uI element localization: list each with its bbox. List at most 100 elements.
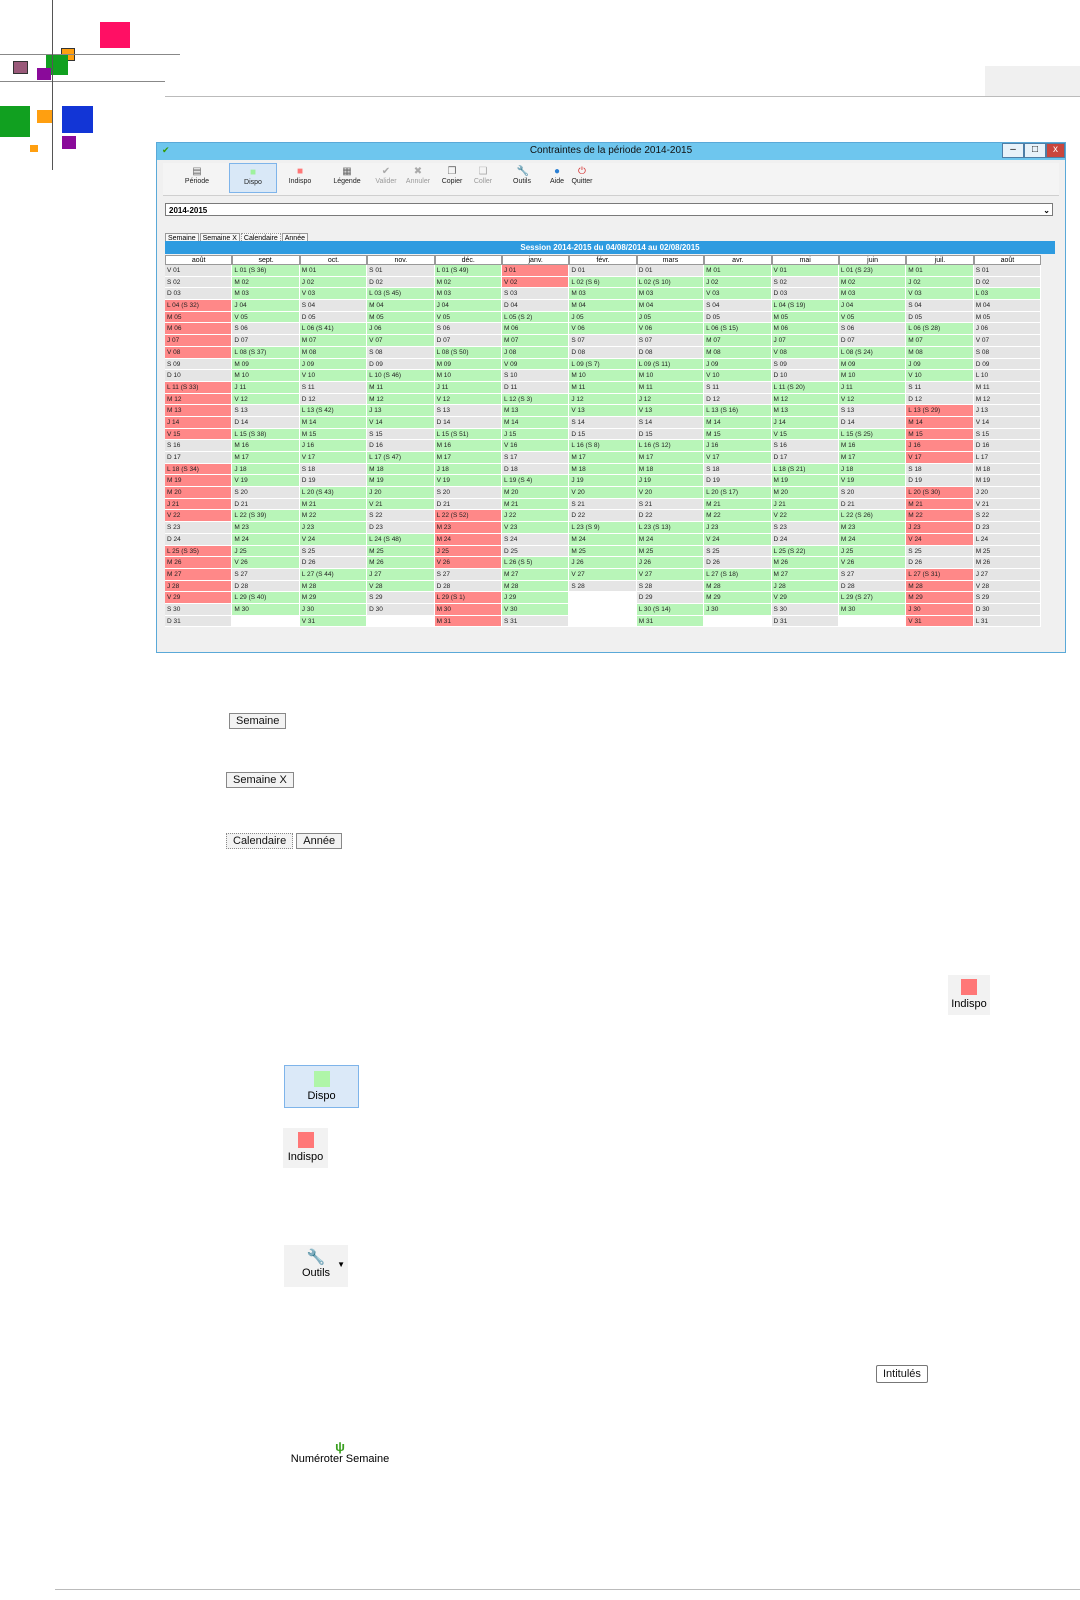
day-cell[interactable]: M 19 bbox=[367, 475, 435, 488]
day-cell[interactable]: V 20 bbox=[569, 487, 637, 499]
day-cell[interactable]: D 28 bbox=[838, 580, 907, 593]
day-cell[interactable]: S 10 bbox=[501, 370, 570, 382]
day-cell[interactable]: L 29 (S 27) bbox=[838, 592, 907, 604]
day-cell[interactable]: S 31 bbox=[501, 615, 570, 628]
day-cell[interactable]: S 09 bbox=[771, 358, 839, 371]
day-cell[interactable]: S 29 bbox=[973, 592, 1042, 604]
day-cell[interactable]: D 12 bbox=[906, 393, 974, 406]
day-cell[interactable]: S 30 bbox=[165, 603, 233, 616]
day-cell[interactable]: M 10 bbox=[569, 370, 637, 382]
day-cell[interactable]: V 27 bbox=[569, 568, 637, 581]
day-cell[interactable]: J 23 bbox=[704, 522, 772, 534]
day-cell[interactable]: D 09 bbox=[367, 358, 435, 371]
day-cell[interactable]: M 17 bbox=[838, 452, 907, 464]
day-cell[interactable]: M 21 bbox=[704, 498, 772, 511]
day-cell[interactable]: L 13 (S 29) bbox=[906, 405, 974, 417]
day-cell[interactable]: D 31 bbox=[165, 615, 233, 628]
day-cell[interactable]: S 17 bbox=[501, 452, 570, 464]
day-cell[interactable]: S 18 bbox=[704, 463, 772, 476]
minimize-button[interactable]: – bbox=[1002, 143, 1024, 158]
day-cell[interactable]: M 25 bbox=[569, 545, 637, 558]
day-cell[interactable]: J 25 bbox=[434, 545, 502, 558]
day-cell[interactable]: D 14 bbox=[232, 416, 300, 429]
day-cell[interactable]: M 09 bbox=[434, 358, 502, 371]
day-cell[interactable]: J 14 bbox=[165, 416, 233, 429]
day-cell[interactable]: J 16 bbox=[704, 440, 772, 452]
day-cell[interactable]: J 06 bbox=[367, 323, 435, 336]
day-cell[interactable]: S 28 bbox=[636, 580, 705, 593]
day-cell[interactable]: M 03 bbox=[569, 288, 637, 301]
day-cell[interactable]: M 06 bbox=[501, 323, 570, 336]
day-cell[interactable]: J 26 bbox=[636, 557, 705, 569]
day-cell[interactable]: J 28 bbox=[771, 580, 839, 593]
day-cell[interactable]: M 01 bbox=[906, 265, 974, 277]
day-cell[interactable]: M 14 bbox=[704, 416, 772, 429]
caret-down-icon[interactable]: ▼ bbox=[337, 1260, 345, 1269]
day-cell[interactable]: L 15 (S 51) bbox=[434, 428, 502, 441]
day-cell[interactable]: L 20 (S 30) bbox=[906, 487, 974, 499]
day-cell[interactable]: L 01 (S 36) bbox=[232, 265, 300, 277]
day-cell[interactable]: S 06 bbox=[838, 323, 907, 336]
day-cell[interactable]: S 21 bbox=[636, 498, 705, 511]
day-cell[interactable]: S 11 bbox=[299, 381, 368, 394]
day-cell[interactable]: L 13 (S 16) bbox=[704, 405, 772, 417]
day-cell[interactable]: D 08 bbox=[636, 346, 705, 359]
day-cell[interactable]: S 04 bbox=[299, 300, 368, 312]
day-cell[interactable]: M 15 bbox=[299, 428, 368, 441]
day-cell[interactable]: J 30 bbox=[704, 603, 772, 616]
day-cell[interactable]: D 22 bbox=[636, 510, 705, 523]
day-cell[interactable]: D 10 bbox=[165, 370, 233, 382]
day-cell[interactable]: V 26 bbox=[434, 557, 502, 569]
day-cell[interactable]: S 08 bbox=[973, 346, 1042, 359]
day-cell[interactable]: M 24 bbox=[232, 533, 300, 546]
day-cell[interactable]: M 01 bbox=[704, 265, 772, 277]
day-cell[interactable]: S 20 bbox=[434, 487, 502, 499]
day-cell[interactable]: M 29 bbox=[704, 592, 772, 604]
day-cell[interactable]: D 19 bbox=[906, 475, 974, 488]
day-cell[interactable]: M 24 bbox=[569, 533, 637, 546]
day-cell[interactable]: J 05 bbox=[636, 311, 705, 324]
day-cell[interactable]: D 09 bbox=[973, 358, 1042, 371]
day-cell[interactable]: L 22 (S 39) bbox=[232, 510, 300, 523]
day-cell[interactable]: M 06 bbox=[771, 323, 839, 336]
day-cell[interactable]: D 04 bbox=[501, 300, 570, 312]
day-cell[interactable]: J 14 bbox=[771, 416, 839, 429]
day-cell[interactable] bbox=[232, 615, 300, 628]
day-cell[interactable]: V 21 bbox=[367, 498, 435, 511]
day-cell[interactable]: L 02 (S 6) bbox=[569, 276, 637, 289]
day-cell[interactable]: V 21 bbox=[973, 498, 1042, 511]
day-cell[interactable]: L 15 (S 25) bbox=[838, 428, 907, 441]
day-cell[interactable]: J 02 bbox=[704, 276, 772, 289]
day-cell[interactable]: M 20 bbox=[165, 487, 233, 499]
day-cell[interactable]: V 05 bbox=[232, 311, 300, 324]
day-cell[interactable]: S 28 bbox=[569, 580, 637, 593]
day-cell[interactable]: S 23 bbox=[771, 522, 839, 534]
day-cell[interactable]: D 22 bbox=[569, 510, 637, 523]
day-cell[interactable]: V 01 bbox=[771, 265, 839, 277]
day-cell[interactable]: L 02 (S 10) bbox=[636, 276, 705, 289]
day-cell[interactable]: L 04 (S 19) bbox=[771, 300, 839, 312]
day-cell[interactable]: M 21 bbox=[501, 498, 570, 511]
day-cell[interactable]: S 14 bbox=[636, 416, 705, 429]
day-cell[interactable]: V 07 bbox=[973, 335, 1042, 347]
day-cell[interactable]: V 23 bbox=[501, 522, 570, 534]
day-cell[interactable]: S 18 bbox=[906, 463, 974, 476]
day-cell[interactable]: L 05 (S 2) bbox=[501, 311, 570, 324]
day-cell[interactable]: D 07 bbox=[232, 335, 300, 347]
day-cell[interactable]: J 02 bbox=[906, 276, 974, 289]
day-cell[interactable]: M 28 bbox=[501, 580, 570, 593]
day-cell[interactable]: J 30 bbox=[299, 603, 368, 616]
day-cell[interactable]: D 01 bbox=[636, 265, 705, 277]
day-cell[interactable]: L 27 (S 31) bbox=[906, 568, 974, 581]
day-cell[interactable]: M 21 bbox=[906, 498, 974, 511]
day-cell[interactable]: D 28 bbox=[434, 580, 502, 593]
day-cell[interactable]: D 29 bbox=[636, 592, 705, 604]
day-cell[interactable]: J 13 bbox=[367, 405, 435, 417]
day-cell[interactable]: D 17 bbox=[771, 452, 839, 464]
day-cell[interactable]: J 20 bbox=[367, 487, 435, 499]
day-cell[interactable]: S 20 bbox=[838, 487, 907, 499]
day-cell[interactable]: J 04 bbox=[838, 300, 907, 312]
day-cell[interactable]: J 07 bbox=[771, 335, 839, 347]
day-cell[interactable] bbox=[367, 615, 435, 628]
day-cell[interactable]: V 08 bbox=[771, 346, 839, 359]
